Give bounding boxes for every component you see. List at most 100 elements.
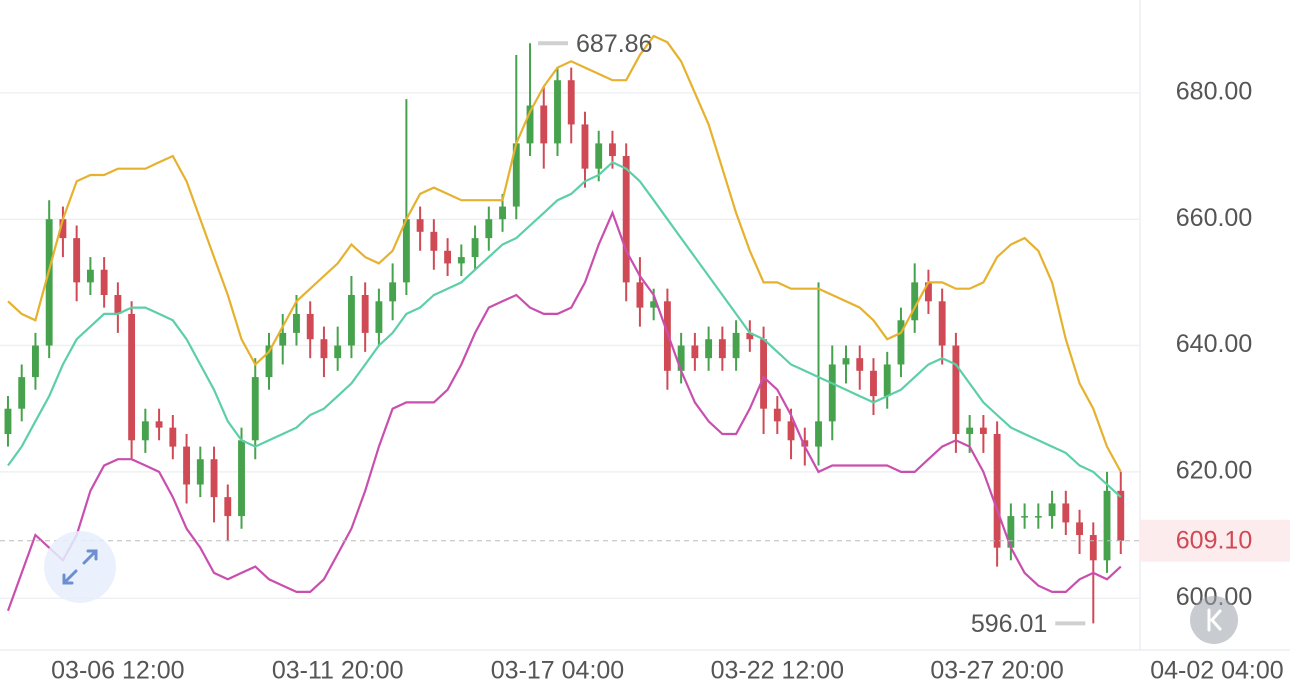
candle-body bbox=[512, 143, 520, 207]
band-line bbox=[7, 34, 1122, 473]
candle-body bbox=[499, 206, 506, 220]
x-tick-label: 03-06 12:00 bbox=[51, 657, 184, 685]
candle-body bbox=[760, 339, 768, 409]
y-tick-label: 640.00 bbox=[1176, 330, 1252, 358]
candle-body bbox=[238, 440, 245, 517]
candle-body bbox=[251, 377, 259, 441]
candle-body bbox=[444, 250, 452, 264]
candle-body bbox=[773, 408, 781, 422]
candle-body bbox=[705, 339, 713, 359]
expand-icon[interactable] bbox=[62, 549, 98, 585]
candle-body bbox=[897, 320, 905, 365]
candle-body bbox=[1089, 535, 1097, 561]
candle-body bbox=[526, 105, 534, 144]
candle-body bbox=[169, 427, 177, 447]
candle-body bbox=[73, 238, 81, 283]
candle-body bbox=[141, 421, 149, 441]
expand-button-bg[interactable] bbox=[44, 531, 116, 603]
candle-body bbox=[1021, 516, 1029, 518]
candle-body bbox=[1103, 490, 1111, 561]
candle-body bbox=[609, 143, 616, 157]
candle-body bbox=[471, 238, 479, 258]
candle-body bbox=[196, 459, 204, 485]
y-tick-label: 660.00 bbox=[1176, 204, 1252, 232]
candle-body bbox=[993, 433, 1001, 548]
candle-body bbox=[128, 313, 136, 441]
candle-body bbox=[114, 294, 122, 314]
band-line bbox=[7, 160, 1122, 498]
candle-body bbox=[718, 339, 726, 359]
scroll-icon[interactable] bbox=[1207, 608, 1222, 632]
candle-body bbox=[691, 345, 699, 359]
x-tick-label: 03-11 20:00 bbox=[272, 657, 404, 685]
candle-body bbox=[375, 301, 383, 333]
candle-body bbox=[59, 219, 67, 239]
x-tick-label: 03-17 04:00 bbox=[491, 657, 624, 685]
candle-body bbox=[815, 421, 822, 447]
candle-body bbox=[485, 219, 493, 239]
candle-body bbox=[938, 301, 946, 346]
band-line bbox=[6, 209, 1122, 612]
candle-body bbox=[856, 358, 864, 371]
max-label: 687.86 bbox=[576, 30, 652, 58]
candle-body bbox=[677, 345, 685, 371]
candle-body bbox=[540, 105, 548, 144]
candle-body bbox=[210, 459, 218, 498]
candle-body bbox=[279, 332, 287, 346]
candle-body bbox=[224, 497, 232, 517]
candle-body bbox=[334, 345, 342, 359]
candle-body bbox=[842, 358, 850, 365]
candle-body bbox=[1062, 503, 1070, 523]
candle-body bbox=[293, 313, 300, 333]
scroll-latest-button[interactable] bbox=[1190, 596, 1238, 644]
candle-body bbox=[952, 345, 960, 434]
candle-body bbox=[361, 294, 369, 333]
candle-body bbox=[45, 219, 53, 346]
candle-body bbox=[883, 364, 891, 397]
last-price-label: 609.10 bbox=[1176, 526, 1252, 554]
candle-body bbox=[457, 257, 465, 264]
candle-body bbox=[554, 80, 561, 144]
candle-body bbox=[183, 446, 190, 485]
candle-body bbox=[746, 332, 754, 340]
x-tick-label: 03-27 20:00 bbox=[930, 657, 1063, 685]
last-price-bg bbox=[1140, 519, 1290, 562]
candle-body bbox=[416, 219, 424, 232]
candle-body bbox=[787, 421, 795, 441]
candle-body bbox=[100, 269, 108, 295]
expand-button[interactable] bbox=[44, 531, 116, 603]
candle-body bbox=[636, 282, 644, 308]
candle-body bbox=[1007, 516, 1015, 548]
x-tick-label: 03-22 12:00 bbox=[711, 657, 844, 685]
candle-body bbox=[389, 282, 397, 302]
candle-body bbox=[306, 313, 314, 340]
candle-body bbox=[622, 156, 630, 283]
candle-body bbox=[347, 294, 355, 346]
candle-body bbox=[911, 282, 919, 321]
candle-body bbox=[581, 124, 589, 169]
candle-body bbox=[966, 427, 974, 434]
min-label: 596.01 bbox=[971, 610, 1047, 638]
y-tick-label: 620.00 bbox=[1176, 456, 1252, 484]
candle-body bbox=[924, 282, 932, 302]
candle-body bbox=[801, 440, 809, 447]
candle-body bbox=[4, 408, 12, 434]
candle-body bbox=[979, 427, 987, 434]
y-tick-label: 680.00 bbox=[1176, 77, 1252, 105]
candle-body bbox=[828, 364, 836, 422]
candle-body bbox=[18, 377, 26, 409]
candle-body bbox=[1048, 503, 1056, 517]
candle-body bbox=[595, 143, 603, 169]
candle-body bbox=[732, 332, 740, 359]
candle-body bbox=[1034, 516, 1042, 518]
candle-body bbox=[567, 80, 575, 125]
candle-body bbox=[402, 219, 410, 283]
candle-body bbox=[870, 370, 877, 397]
candle-body bbox=[1117, 490, 1125, 541]
candle-body bbox=[430, 231, 438, 251]
candle-body bbox=[32, 345, 39, 378]
candle-body bbox=[86, 269, 94, 283]
